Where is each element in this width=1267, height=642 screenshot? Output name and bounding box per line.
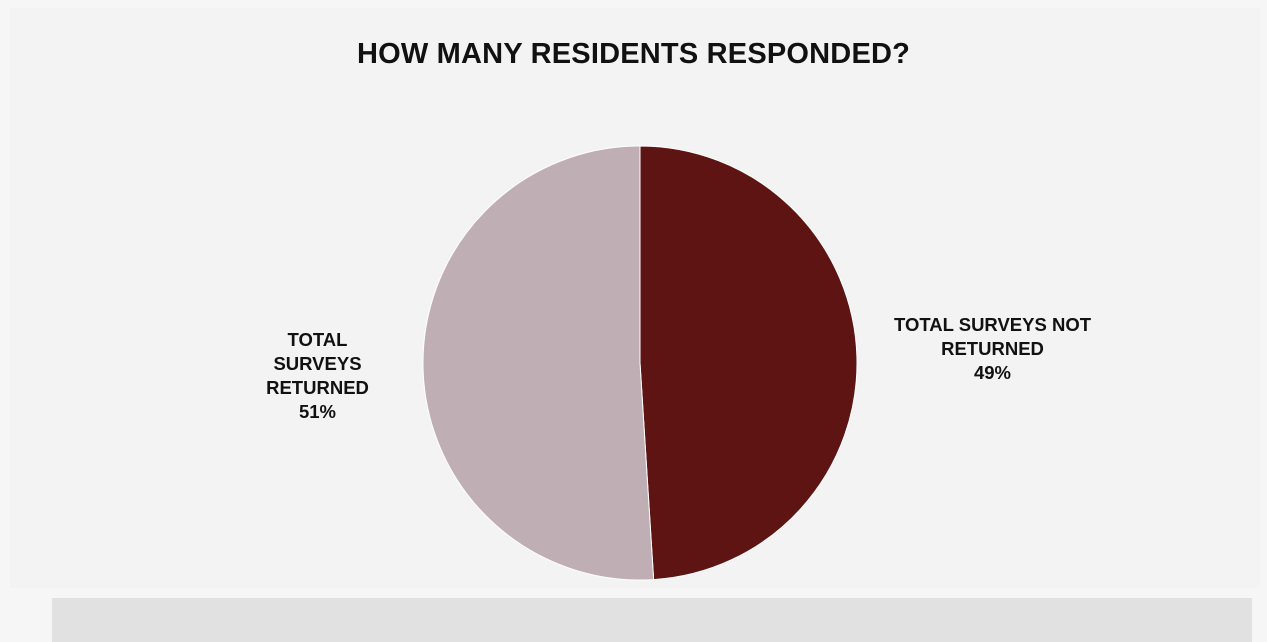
slice-label-not-returned: TOTAL SURVEYS NOT RETURNED 49% <box>870 313 1115 385</box>
pie-slice-returned <box>422 145 655 581</box>
slice-name-returned: TOTAL SURVEYS RETURNED <box>266 329 369 398</box>
background-bar <box>52 598 1252 642</box>
slice-name-not-returned: TOTAL SURVEYS NOT RETURNED <box>893 314 1092 359</box>
slice-percent-not-returned: 49% <box>973 362 1012 383</box>
slice-percent-returned: 51% <box>298 401 337 422</box>
chart-title: HOW MANY RESIDENTS RESPONDED? <box>356 38 911 70</box>
slice-label-returned: TOTAL SURVEYS RETURNED 51% <box>215 328 420 424</box>
pie-slice-not-returned <box>639 145 858 581</box>
